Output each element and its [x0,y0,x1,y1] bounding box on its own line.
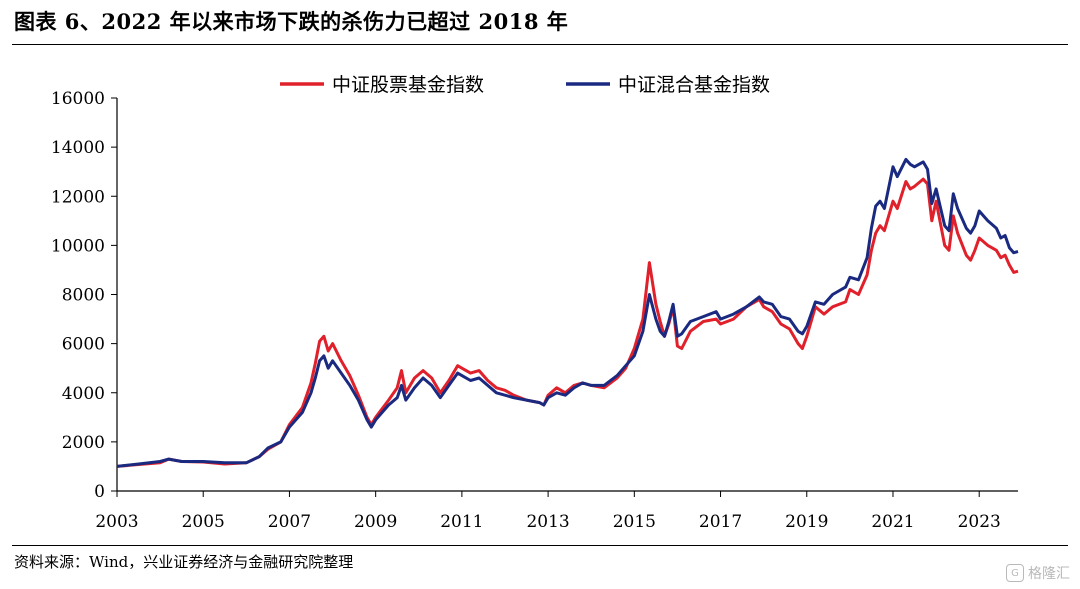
chart-axes: 0 2000 4000 6000 8000 10000 12000 14000 16000 200… [51,89,1018,532]
y-tick-label: 12000 [51,187,105,207]
x-tick-label: 2009 [354,512,397,532]
x-tick-label: 2015 [613,512,656,532]
x-tick-label: 2023 [958,512,1001,532]
y-tick-label: 0 [94,482,105,502]
x-tick-label: 2021 [871,512,914,532]
y-tick-label: 16000 [51,89,105,109]
y-tick-label: 8000 [62,286,105,306]
line-chart: 0 2000 4000 6000 8000 10000 12000 14000 16000 200… [51,74,1019,532]
watermark: G 格隆汇 [1006,563,1070,583]
source-note: 资料来源：Wind，兴业证券经济与金融研究院整理 [14,553,354,571]
series-line-mixed-fund [116,157,1019,468]
x-tick-label: 2007 [268,512,311,532]
y-tick-label: 14000 [51,138,105,158]
chart-title: 图表 6、2022 年以来市场下跌的杀伤力已超过 2018 年 [14,9,569,34]
legend-label-stock-fund: 中证股票基金指数 [332,74,484,96]
y-tick-label: 10000 [51,236,105,256]
y-tick-label: 2000 [62,433,105,453]
series-layer [116,157,1019,468]
series-line-stock-fund [116,177,1019,468]
title-divider [12,44,1068,45]
x-tick-label: 2013 [526,512,569,532]
x-tick-label: 2017 [699,512,742,532]
x-tick-label: 2019 [785,512,828,532]
x-tick-label: 2005 [182,512,225,532]
footer-divider [12,545,1068,546]
watermark-text: 格隆汇 [1028,566,1070,582]
y-tick-label: 6000 [62,335,105,355]
legend-label-mixed-fund: 中证混合基金指数 [618,74,770,96]
chart-legend: 中证股票基金指数 中证混合基金指数 [280,74,770,96]
x-tick-label: 2003 [95,512,138,532]
y-tick-label: 4000 [62,384,105,404]
watermark-logo-icon: G [1006,564,1024,582]
x-tick-label: 2011 [440,512,483,532]
